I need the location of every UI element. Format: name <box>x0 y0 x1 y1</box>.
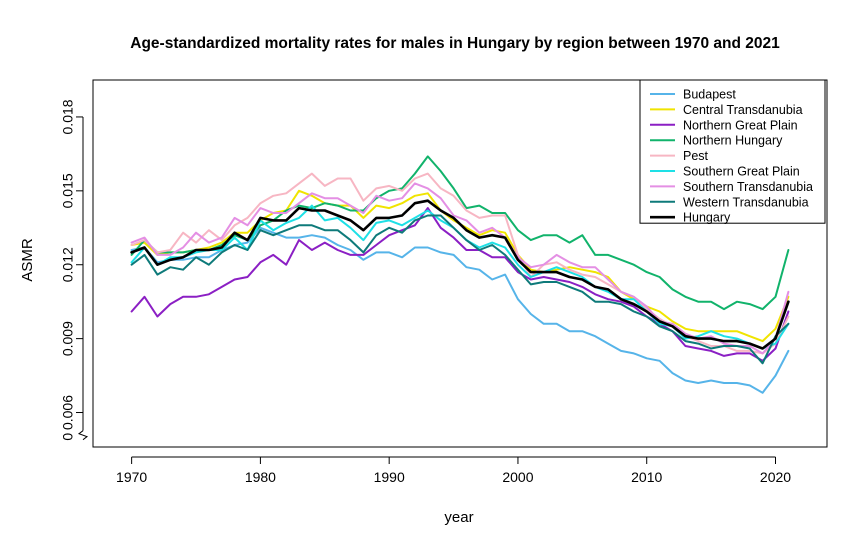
series-line-southern-great-plain <box>130 204 790 350</box>
y-tick-label: 0.006 <box>60 395 76 430</box>
series-line-western-transdanubia <box>130 214 790 365</box>
y-axis-label: ASMR <box>19 238 36 282</box>
legend-entry-label: Southern Great Plain <box>683 165 800 179</box>
legend-entry-label: Central Transdanubia <box>683 103 803 117</box>
legend-entry-label: Budapest <box>683 88 736 102</box>
legend-entry-label: Northern Hungary <box>683 134 783 148</box>
x-tick-label: 1990 <box>374 469 405 485</box>
series-line-northern-great-plain <box>130 207 790 362</box>
legend-entry-label: Northern Great Plain <box>683 118 798 132</box>
x-tick-label: 1970 <box>116 469 147 485</box>
y-tick-label: 0.018 <box>60 99 76 134</box>
series-line-southern-transdanubia <box>130 182 790 355</box>
series-line-hungary <box>130 199 790 350</box>
x-tick-label: 2000 <box>502 469 533 485</box>
x-tick-label: 2020 <box>760 469 791 485</box>
y-tick-label: 0.009 <box>60 321 76 356</box>
legend-entry-label: Pest <box>683 149 709 163</box>
x-tick-label: 1980 <box>245 469 276 485</box>
legend-box <box>639 79 826 224</box>
y-tick-label: 0.012 <box>60 247 76 282</box>
x-tick-label: 2010 <box>631 469 662 485</box>
legend-entry-label: Southern Transdanubia <box>683 180 813 194</box>
legend-entry-label: Western Transdanubia <box>683 195 809 209</box>
y-axis-break <box>77 430 89 441</box>
legend-entry-label: Hungary <box>683 211 731 225</box>
y-tick-label-zero: 0 <box>60 433 76 441</box>
y-tick-label: 0.015 <box>60 173 76 208</box>
x-axis-label: year <box>444 509 473 526</box>
chart-title: Age-standardized mortality rates for mal… <box>130 35 780 52</box>
series-line-budapest <box>130 226 790 394</box>
plot-frame <box>92 79 828 448</box>
